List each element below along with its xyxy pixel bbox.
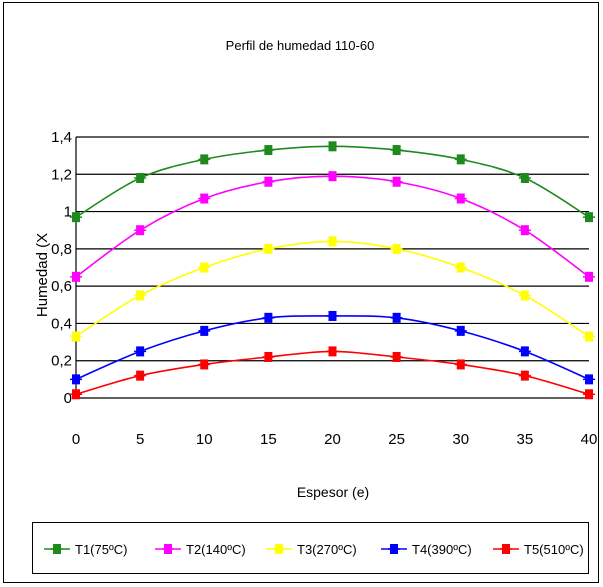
y-tick-label: 0,8 (51, 241, 72, 258)
data-point (198, 263, 210, 273)
series-line (76, 241, 589, 336)
y-tick-label: 0,4 (51, 315, 72, 332)
y-axis-label: Humedad (X (34, 233, 51, 317)
series-5 (70, 346, 595, 399)
data-point (198, 326, 210, 336)
y-tick-label: 0,6 (51, 278, 72, 295)
data-point (391, 177, 403, 187)
data-point (327, 236, 339, 246)
legend-label: T2(140ºC) (186, 542, 246, 557)
data-point (455, 194, 467, 204)
data-point (198, 154, 210, 164)
series-1 (70, 141, 595, 222)
x-tick-label: 40 (581, 431, 598, 448)
y-tick-label: 1 (64, 204, 72, 221)
legend-item: T2(140ºC) (155, 542, 246, 557)
data-point (391, 244, 403, 254)
series-line (76, 351, 589, 394)
legend-swatch-marker (500, 544, 512, 554)
data-point (519, 371, 531, 381)
x-tick-label: 30 (452, 431, 469, 448)
legend-item: T3(270ºC) (266, 542, 357, 557)
x-tick-label: 35 (517, 431, 534, 448)
x-tick-label: 5 (136, 431, 144, 448)
legend-label: T3(270ºC) (297, 542, 357, 557)
x-tick-label: 15 (260, 431, 277, 448)
series-line (76, 146, 589, 217)
data-point (70, 374, 82, 384)
legend-label: T5(510ºC) (524, 542, 584, 557)
legend-label: T4(390ºC) (412, 542, 472, 557)
data-point (519, 346, 531, 356)
x-tick-label: 25 (388, 431, 405, 448)
data-point (262, 145, 274, 155)
legend-swatch-marker (162, 544, 174, 554)
x-tick-label: 0 (72, 431, 80, 448)
y-tick-label: 0 (64, 390, 72, 407)
x-tick-label: 10 (196, 431, 213, 448)
data-point (327, 311, 339, 321)
data-point (262, 244, 274, 254)
data-point (327, 346, 339, 356)
legend-swatch-marker (388, 544, 400, 554)
y-tick-label: 1,4 (51, 129, 72, 146)
legend-item: T5(510ºC) (493, 542, 584, 557)
y-tick-label: 0,2 (51, 353, 72, 370)
legend-label: T1(75ºC) (75, 542, 127, 557)
data-point (327, 141, 339, 151)
x-tick-label: 20 (324, 431, 341, 448)
data-point (455, 326, 467, 336)
data-point (134, 290, 146, 300)
series-2 (70, 171, 595, 282)
data-point (198, 194, 210, 204)
data-point (583, 374, 595, 384)
chart-title: Perfil de humedad 110-60 (226, 38, 375, 53)
data-point (134, 346, 146, 356)
series-line (76, 176, 589, 277)
data-point (262, 313, 274, 323)
legend-swatch-marker (51, 544, 63, 554)
x-axis-label: Espesor (e) (297, 484, 369, 500)
data-point (391, 313, 403, 323)
y-tick-label: 1,2 (51, 166, 72, 183)
series-3 (70, 236, 595, 341)
data-point (519, 290, 531, 300)
data-point (327, 171, 339, 181)
data-point (262, 177, 274, 187)
data-point (134, 371, 146, 381)
data-point (391, 145, 403, 155)
legend-item: T4(390ºC) (381, 542, 472, 557)
legend-swatch-marker (273, 544, 285, 554)
data-point (455, 263, 467, 273)
legend-item: T1(75ºC) (44, 542, 127, 557)
data-point (455, 154, 467, 164)
